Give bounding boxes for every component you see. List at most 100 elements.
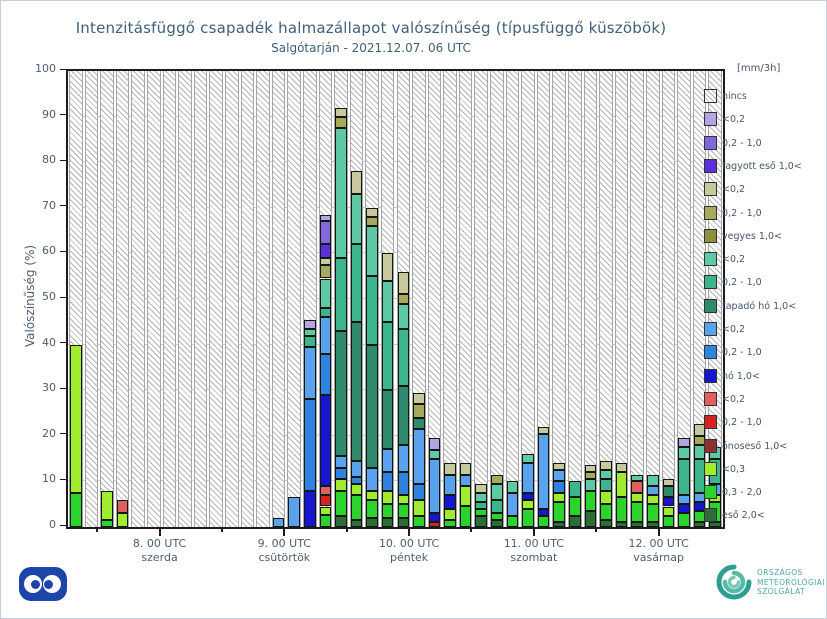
bar-segment-b2 <box>413 483 425 500</box>
bar-segment-p1 <box>303 319 316 329</box>
bar-segment-t2 <box>475 501 488 509</box>
bar-segment-r1 <box>631 481 644 493</box>
bar-segment-o1 <box>444 463 456 475</box>
bar-segment-g2 <box>475 508 488 516</box>
bar-segment-t2 <box>335 257 347 331</box>
y-tick-label: 40 <box>42 335 56 349</box>
legend-swatch-p1 <box>704 112 717 127</box>
bar-segment-g3 <box>647 522 659 527</box>
bar-segment-g2 <box>397 504 410 518</box>
legend-item-label: 0,3 - 2,0 <box>722 487 762 499</box>
bar-segment-g2 <box>631 501 644 523</box>
bar-segment-g3 <box>381 517 394 527</box>
y-tick <box>60 342 66 344</box>
legend-item-label: tapadó hó 1,0< <box>722 300 797 312</box>
bar-segment-r2 <box>319 495 332 507</box>
bar-segment-b1 <box>366 467 378 491</box>
bar-segment-t1 <box>506 481 519 493</box>
bar-segment-g2 <box>381 504 394 518</box>
bar-segment-o1 <box>459 463 472 475</box>
bar-segment-o1 <box>319 257 332 265</box>
bar-segment-g3 <box>475 515 488 527</box>
x-axis-label: 9. 00 UTC csütörtök <box>229 537 339 565</box>
bar-segment-g1 <box>600 490 612 505</box>
bar-segment-b3 <box>693 501 706 512</box>
bar-segment-b2 <box>303 399 316 491</box>
x-axis-label-time: 8. 00 UTC <box>132 537 187 550</box>
bar-segment-t1 <box>491 483 503 500</box>
bar-segment-g2 <box>553 501 566 523</box>
omsz-logo: ORSZÁGOS METEOROLÓGIAI SZOLGÁLAT <box>713 561 825 609</box>
bar-segment-g3 <box>569 515 581 527</box>
bar-segment-t2 <box>491 499 503 514</box>
legend-swatch-t1 <box>704 252 717 267</box>
bar-segment-g1 <box>615 472 628 498</box>
bar-segment-b3 <box>678 504 690 514</box>
hatch-column <box>271 71 286 527</box>
legend-swatch-r1 <box>704 391 717 406</box>
bar-segment-p1 <box>428 438 441 450</box>
hatch-column <box>661 71 676 527</box>
bar-segment-g1 <box>647 495 659 505</box>
bar-segment-o1 <box>350 171 363 195</box>
bar-segment-g2 <box>366 499 378 518</box>
bar-segment-t1 <box>397 303 410 329</box>
bar-segment-b1 <box>288 497 300 527</box>
bar-segment-t2 <box>319 308 332 318</box>
legend-swatch-o1 <box>704 182 717 197</box>
bar-segment-g1 <box>350 483 363 496</box>
bar-segment-g3 <box>709 522 721 527</box>
hatch-column <box>256 71 270 527</box>
bar-segment-g3 <box>350 520 363 527</box>
bar-segment-b1 <box>678 495 690 505</box>
bar-segment-b2 <box>553 481 566 493</box>
bar-segment-b1 <box>303 346 316 400</box>
bar-segment-o1 <box>615 463 628 473</box>
bar-segment-b3 <box>522 492 534 500</box>
legend-item-label: hó 1,0< <box>722 370 760 382</box>
bar-segment-t1 <box>335 128 347 258</box>
bar-segment-p1 <box>678 438 690 448</box>
bar <box>366 207 378 527</box>
bar <box>350 171 363 527</box>
bar-segment-b3 <box>444 495 456 509</box>
bar-segment-g1 <box>662 506 675 516</box>
x-axis-label-day: péntek <box>390 551 429 564</box>
bar-segment-g1 <box>116 513 129 527</box>
bar-segment-o1 <box>537 426 550 434</box>
bar-segment-g1 <box>553 492 566 502</box>
hatch-column <box>505 71 520 527</box>
bar-segment-b3 <box>319 394 332 486</box>
bar-segment-b1 <box>428 458 441 514</box>
hatch-column <box>614 71 629 527</box>
bar <box>459 463 472 527</box>
gridline <box>68 161 723 163</box>
bar-segment-t3 <box>350 321 363 461</box>
bar-segment-p2 <box>319 221 332 245</box>
bar-segment-b1 <box>459 474 472 486</box>
legend-swatch-g2 <box>704 485 717 500</box>
legend-item-label: ónoseső 1,0< <box>722 440 788 452</box>
bar <box>101 490 113 527</box>
bar-segment-g2 <box>350 495 363 521</box>
bar-segment-g1 <box>335 479 347 491</box>
bar-segment-o1 <box>397 271 410 295</box>
hatch-column <box>427 71 442 527</box>
y-tick-label: 0 <box>49 518 56 531</box>
bar-segment-p1 <box>319 214 332 222</box>
bar-segment-g2 <box>615 497 628 523</box>
hatch-column <box>583 71 598 527</box>
bar <box>537 426 550 527</box>
bar-segment-g3 <box>693 522 706 527</box>
ecmwf-dot-icon <box>31 579 40 589</box>
bar-segment-g2 <box>413 515 425 527</box>
x-tick <box>657 527 660 536</box>
bar-segment-r1 <box>116 499 129 514</box>
hatch-column <box>131 71 145 527</box>
bar-segment-b2 <box>381 472 394 491</box>
legend-swatch-b3 <box>704 368 717 383</box>
bar-segment-b3 <box>537 508 550 516</box>
legend-swatch-r3 <box>704 438 717 453</box>
legend-swatch-r2 <box>704 415 717 430</box>
bar-segment-o1 <box>475 483 488 493</box>
